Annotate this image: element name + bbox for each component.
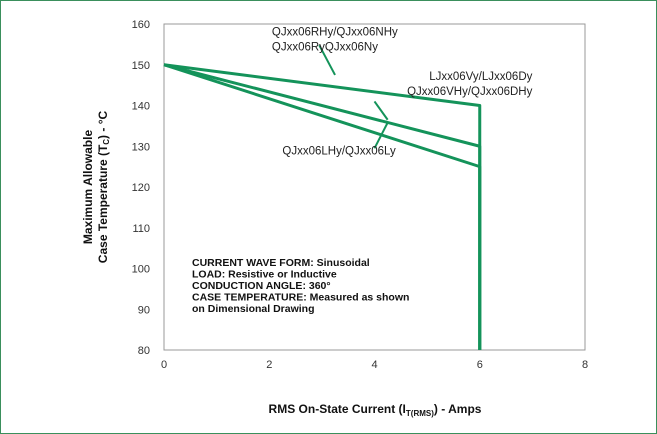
y-tick-label: 150: [132, 60, 150, 72]
y-tick-label: 110: [132, 223, 150, 235]
y-tick-label: 160: [132, 19, 150, 31]
y-tick-labels: 80 90 100 110 120 130 140 150 160: [132, 19, 150, 357]
y-axis-title-suffix: ) - °C: [96, 110, 110, 138]
note-line: LOAD: Resistive or Inductive: [192, 269, 337, 281]
x-axis-title: RMS On-State Current (IT(RMS)) - Amps: [269, 402, 482, 418]
leader-line-2: [373, 100, 389, 121]
x-tick-label: 4: [371, 359, 377, 371]
series-label-3: QJxx06LHy/QJxx06Ly: [282, 145, 396, 157]
note-line: on Dimensional Drawing: [192, 303, 315, 315]
y-axis-title-sub: C: [102, 139, 111, 145]
series-lines: [163, 63, 482, 350]
note-line: CASE TEMPERATURE: Measured as shown: [192, 292, 409, 304]
x-tick-labels: 0 2 4 6 8: [161, 359, 588, 371]
series-label-2: QJxx06VHy/QJxx06DHy: [407, 86, 533, 98]
y-tick-label: 90: [138, 304, 150, 316]
y-tick-label: 130: [132, 141, 150, 153]
y-axis-title-line2: Case Temperature (TC) - °C: [96, 110, 111, 263]
x-tick-label: 0: [161, 359, 167, 371]
y-tick-label: 80: [138, 345, 150, 357]
x-tick-label: 2: [266, 359, 272, 371]
note-line: CONDUCTION ANGLE: 360°: [192, 280, 331, 292]
x-tick-label: 8: [582, 359, 588, 371]
plot-area: [163, 23, 586, 351]
x-axis-title-sub: T(RMS): [406, 409, 434, 418]
x-axis-title-suffix: ) - Amps: [434, 402, 482, 416]
series-labels: QJxx06RHy/QJxx06NHy QJxx06RyQJxx06Ny LJxx0…: [272, 26, 533, 157]
leader-lines: [318, 44, 389, 149]
series-line-3: [163, 63, 482, 350]
series-label-1: QJxx06RHy/QJxx06NHy: [272, 26, 398, 38]
series-label-2: LJxx06Vy/LJxx06Dy: [429, 71, 532, 83]
series-label-1: QJxx06RyQJxx06Ny: [272, 41, 378, 53]
x-tick-label: 6: [477, 359, 483, 371]
y-tick-label: 100: [132, 264, 150, 276]
y-tick-label: 140: [132, 101, 150, 113]
x-axis-title-prefix: RMS On-State Current (I: [269, 402, 406, 416]
note-line: CURRENT WAVE FORM: Sinusoidal: [192, 257, 370, 269]
y-tick-label: 120: [132, 182, 150, 194]
leader-line-1: [318, 44, 336, 76]
leader-line-3: [373, 122, 389, 149]
y-axis-title-line1: Maximum Allowable: [81, 130, 95, 245]
y-axis-title-prefix: Case Temperature (T: [96, 144, 110, 263]
